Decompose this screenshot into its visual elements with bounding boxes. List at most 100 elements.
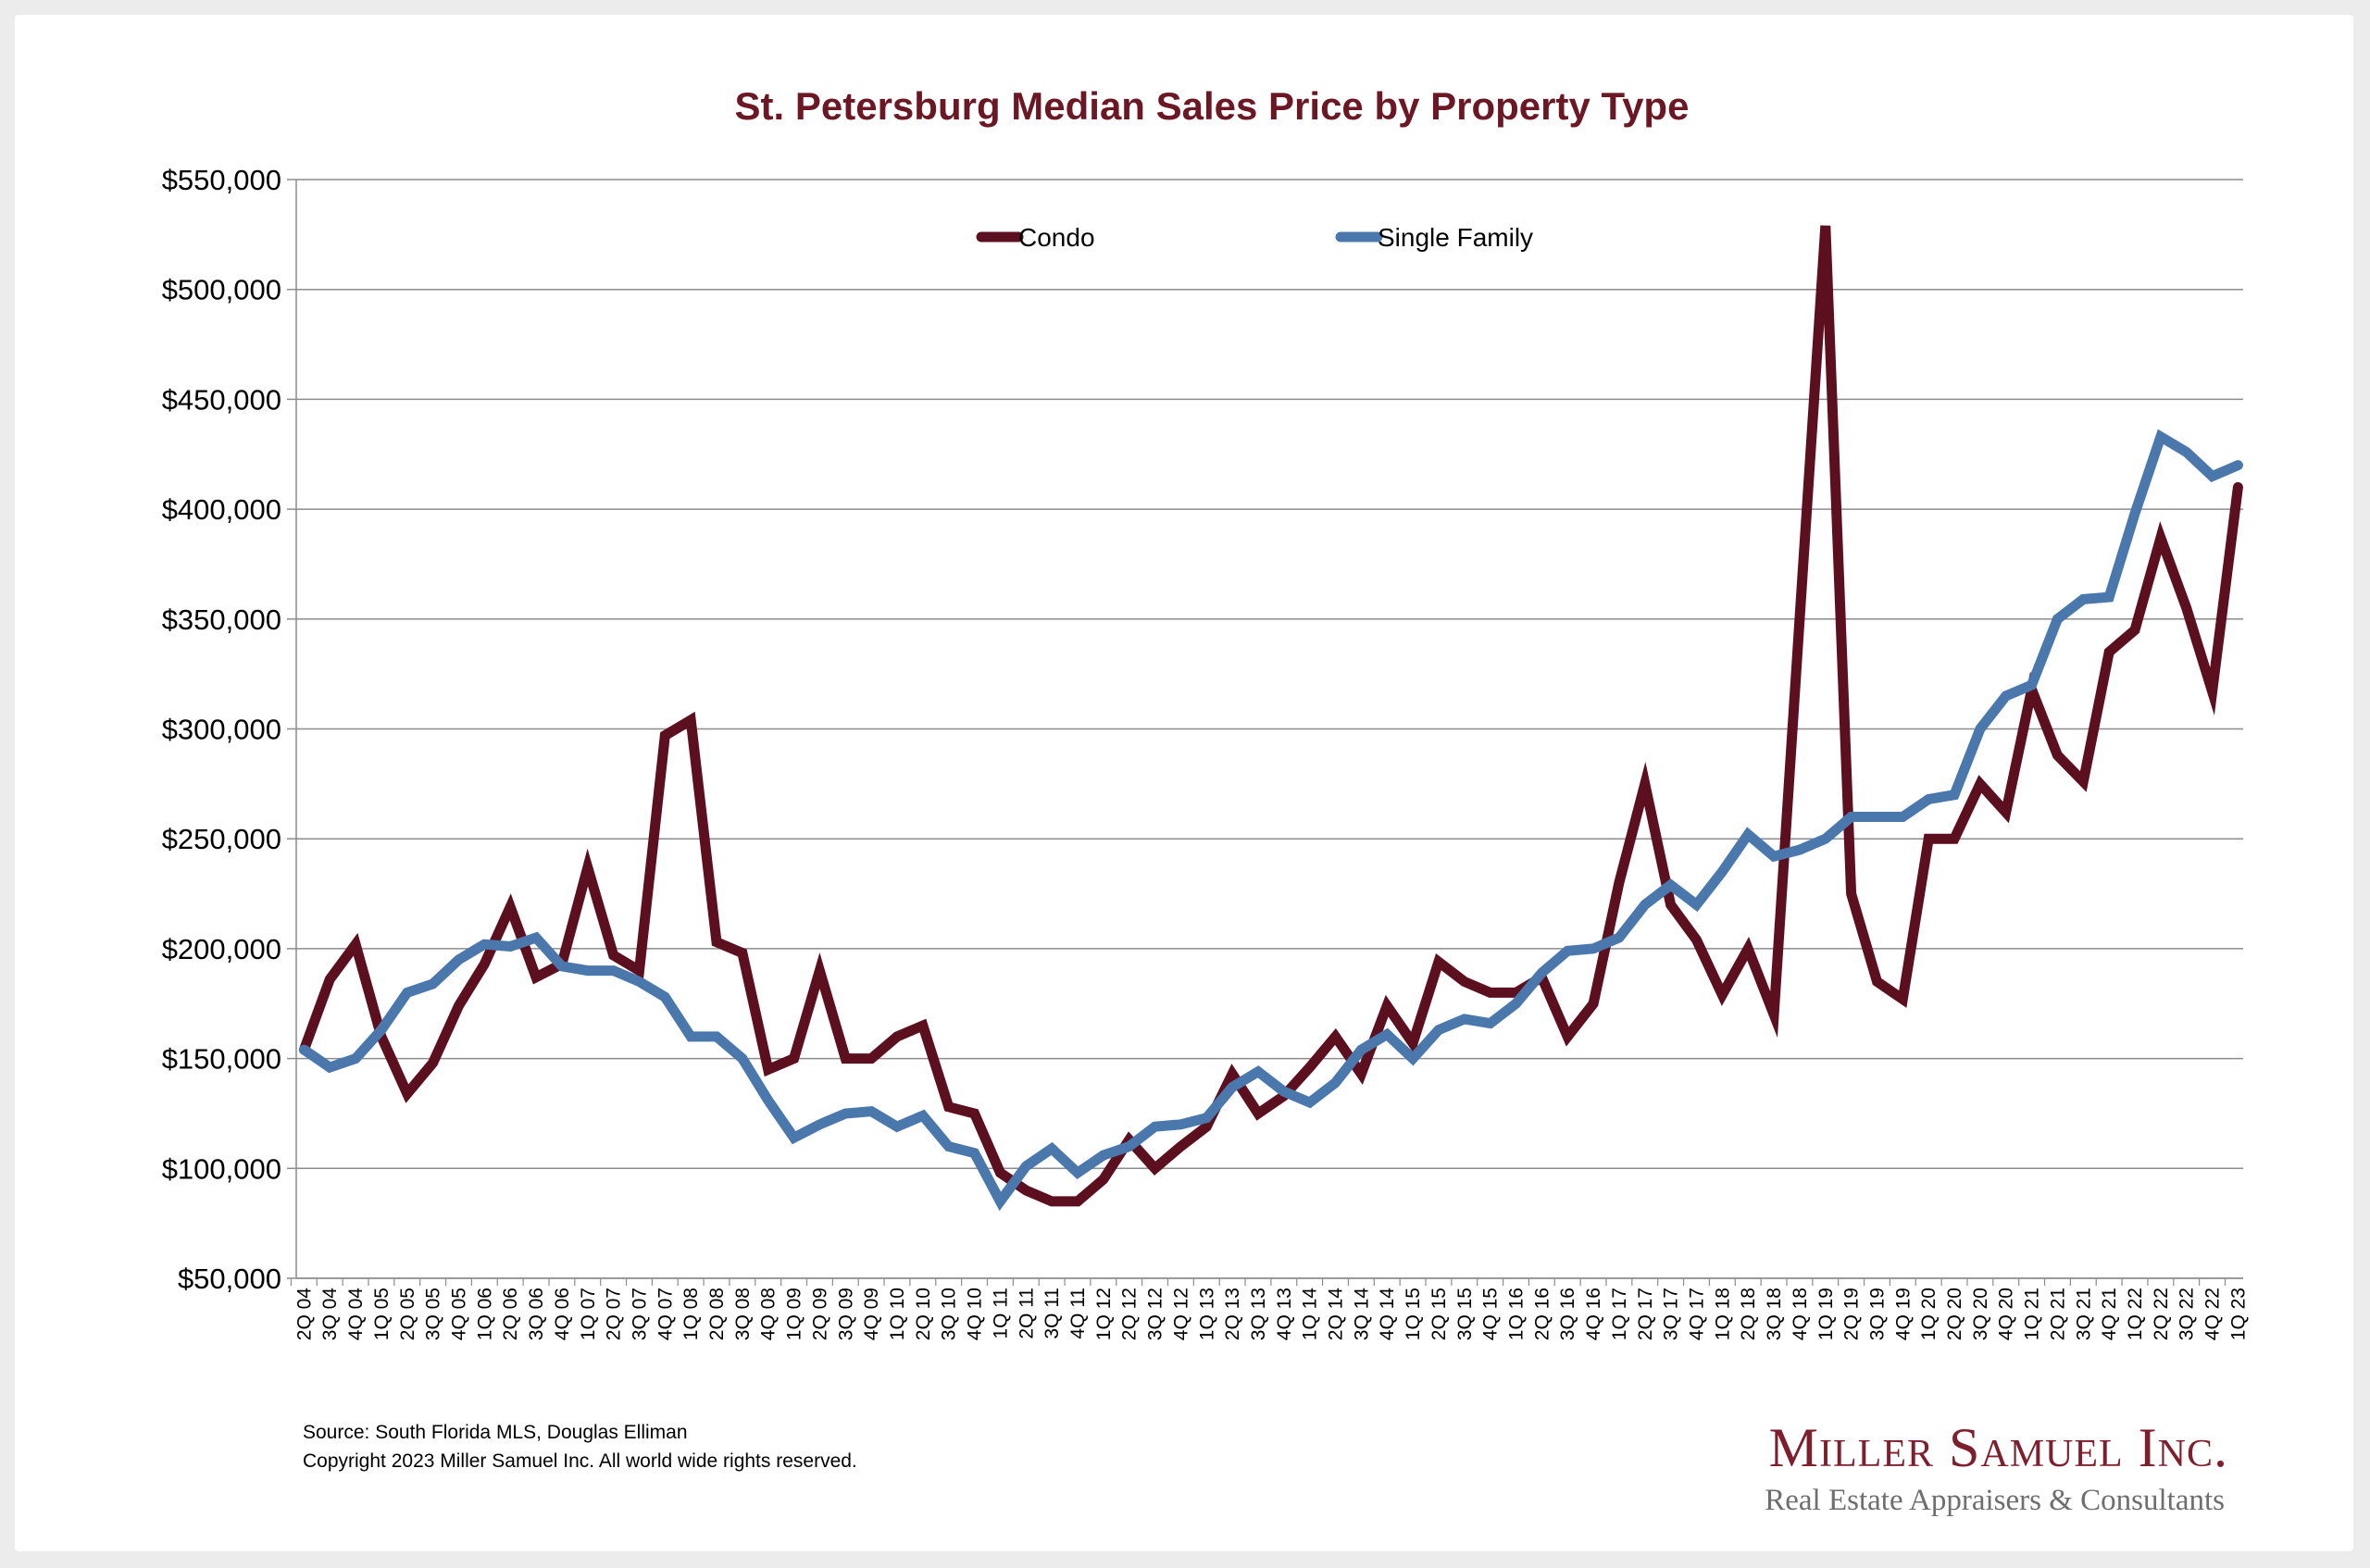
x-tick-label: 1Q 14 [1300, 1288, 1321, 1341]
x-tick-label: 3Q 04 [319, 1288, 341, 1341]
copyright-note: Copyright 2023 Miller Samuel Inc. All wo… [303, 1450, 857, 1472]
x-tick-label: 4Q 05 [448, 1288, 469, 1340]
x-tick-label: 4Q 14 [1377, 1288, 1398, 1341]
x-tick-label: 3Q 16 [1557, 1288, 1578, 1340]
x-tick-label: 2Q 20 [1944, 1288, 1965, 1340]
x-tick-label: 2Q 14 [1326, 1288, 1347, 1341]
x-tick-label: 1Q 16 [1506, 1288, 1528, 1340]
x-tick-label: 3Q 15 [1454, 1288, 1476, 1340]
y-tick-label: $150,000 [162, 1043, 281, 1076]
x-tick-label: 1Q 21 [2022, 1288, 2043, 1340]
x-tick-label: 2Q 22 [2151, 1288, 2172, 1340]
x-tick-label: 2Q 06 [500, 1288, 521, 1340]
y-tick-label: $450,000 [162, 383, 281, 416]
y-tick-label: $400,000 [162, 493, 281, 526]
x-tick-label: 3Q 19 [1866, 1288, 1888, 1340]
x-tick-label: 4Q 19 [1892, 1288, 1914, 1340]
x-tick-label: 1Q 05 [371, 1288, 393, 1340]
x-tick-label: 4Q 08 [758, 1288, 780, 1340]
y-tick-label: $350,000 [162, 604, 281, 636]
chart-title: St. Petersburg Median Sales Price by Pro… [735, 84, 1690, 128]
gridlines [296, 179, 2243, 1279]
x-tick-label: 2Q 04 [293, 1288, 315, 1341]
x-tick-label: 1Q 17 [1609, 1288, 1630, 1340]
x-tick-label: 1Q 12 [1093, 1288, 1115, 1340]
x-tick-label: 1Q 08 [680, 1288, 702, 1340]
y-tick-label: $500,000 [162, 274, 281, 306]
x-tick-label: 1Q 11 [990, 1288, 1011, 1339]
x-tick-label: 1Q 09 [784, 1288, 805, 1340]
x-tick-label: 3Q 12 [1145, 1288, 1166, 1340]
x-tick-label: 2Q 12 [1119, 1288, 1141, 1340]
x-tick-label: 1Q 18 [1712, 1288, 1733, 1340]
y-tick-label: $200,000 [162, 933, 281, 965]
x-tick-label: 4Q 20 [1996, 1288, 2017, 1340]
legend-label: Condo [1018, 223, 1095, 252]
y-tick-label: $50,000 [178, 1263, 281, 1295]
x-tick-label: 2Q 15 [1428, 1288, 1450, 1340]
x-tick-label: 3Q 17 [1661, 1288, 1682, 1340]
x-tick-label: 3Q 22 [2177, 1288, 2198, 1340]
x-tick-label: 4Q 21 [2099, 1288, 2120, 1340]
x-tick-label: 2Q 19 [1841, 1288, 1863, 1340]
x-tick-label: 4Q 06 [552, 1288, 573, 1340]
x-tick-label: 2Q 17 [1635, 1288, 1656, 1340]
x-tick-label: 3Q 09 [835, 1288, 856, 1340]
series-lines [298, 225, 2243, 1212]
x-tick-label: 4Q 11 [1067, 1288, 1089, 1339]
x-tick-label: 3Q 05 [423, 1288, 444, 1340]
x-tick-label: 2Q 05 [397, 1288, 418, 1340]
x-tick-label: 3Q 20 [1970, 1288, 1991, 1340]
x-tick-label: 2Q 11 [1016, 1288, 1037, 1339]
x-tick-label: 3Q 08 [732, 1288, 754, 1340]
x-tick-label: 3Q 13 [1248, 1288, 1269, 1340]
x-tick-label: 2Q 08 [706, 1288, 728, 1340]
chart-frame: St. Petersburg Median Sales Price by Pro… [15, 15, 2353, 1551]
legend: Condo Single Family [976, 223, 1533, 252]
series-line-condo [298, 225, 2243, 1207]
x-tick-label: 3Q 06 [526, 1288, 547, 1340]
x-tick-label: 4Q 15 [1480, 1288, 1502, 1340]
x-tick-label: 2Q 13 [1222, 1288, 1243, 1340]
legend-label: Single Family [1378, 223, 1533, 252]
brand-logo-name: Miller Samuel Inc. [1768, 1417, 2228, 1478]
x-tick-label: 1Q 19 [1815, 1288, 1837, 1340]
x-tick-label: 3Q 21 [2073, 1288, 2094, 1340]
x-tick-label: 2Q 07 [604, 1288, 625, 1340]
x-tick-label: 2Q 16 [1531, 1288, 1553, 1340]
x-tick-label: 4Q 04 [345, 1288, 367, 1341]
chart: St. Petersburg Median Sales Price by Pro… [162, 84, 2250, 1341]
x-tick-label: 4Q 18 [1790, 1288, 1811, 1340]
x-axis: 2Q 04 3Q 04 4Q 04 1Q 05 2Q 05 3Q 05 4Q 05 1Q 06… [290, 1277, 2249, 1341]
x-tick-label: 3Q 14 [1351, 1288, 1372, 1341]
x-tick-label: 1Q 13 [1196, 1288, 1217, 1340]
x-tick-label: 2Q 21 [2047, 1288, 2068, 1340]
x-tick-label: 3Q 11 [1042, 1288, 1063, 1339]
x-tick-label: 3Q 18 [1764, 1288, 1785, 1340]
x-tick-label: 4Q 12 [1170, 1288, 1191, 1340]
series-line-single-family [298, 429, 2243, 1212]
x-tick-label: 1Q 10 [887, 1288, 908, 1340]
x-tick-label: 1Q 20 [1918, 1288, 1940, 1340]
x-tick-label: 2Q 10 [913, 1288, 934, 1340]
x-tick-label: 4Q 07 [655, 1288, 676, 1340]
x-tick-label: 2Q 09 [809, 1288, 830, 1340]
x-tick-label: 1Q 07 [578, 1288, 599, 1340]
x-tick-label: 2Q 18 [1738, 1288, 1759, 1340]
x-tick-label: 4Q 09 [861, 1288, 882, 1340]
y-tick-label: $550,000 [162, 164, 281, 196]
y-axis: $50,000 $100,000 $150,000 $200,000 $250,000 $… [162, 164, 297, 1295]
x-tick-label: 4Q 22 [2202, 1288, 2224, 1340]
x-tick-label: 1Q 06 [474, 1288, 495, 1340]
y-tick-label: $250,000 [162, 823, 281, 855]
brand-logo-tagline: Real Estate Appraisers & Consultants [1765, 1484, 2225, 1517]
y-tick-label: $300,000 [162, 714, 281, 746]
y-tick-label: $100,000 [162, 1152, 281, 1185]
x-tick-label: 4Q 17 [1686, 1288, 1707, 1340]
source-note: Source: South Florida MLS, Douglas Ellim… [303, 1422, 688, 1443]
x-tick-label: 1Q 15 [1403, 1288, 1424, 1340]
x-tick-label: 3Q 10 [939, 1288, 960, 1340]
x-tick-label: 4Q 10 [965, 1288, 986, 1340]
x-tick-label: 4Q 16 [1583, 1288, 1604, 1340]
x-tick-label: 4Q 13 [1274, 1288, 1295, 1340]
